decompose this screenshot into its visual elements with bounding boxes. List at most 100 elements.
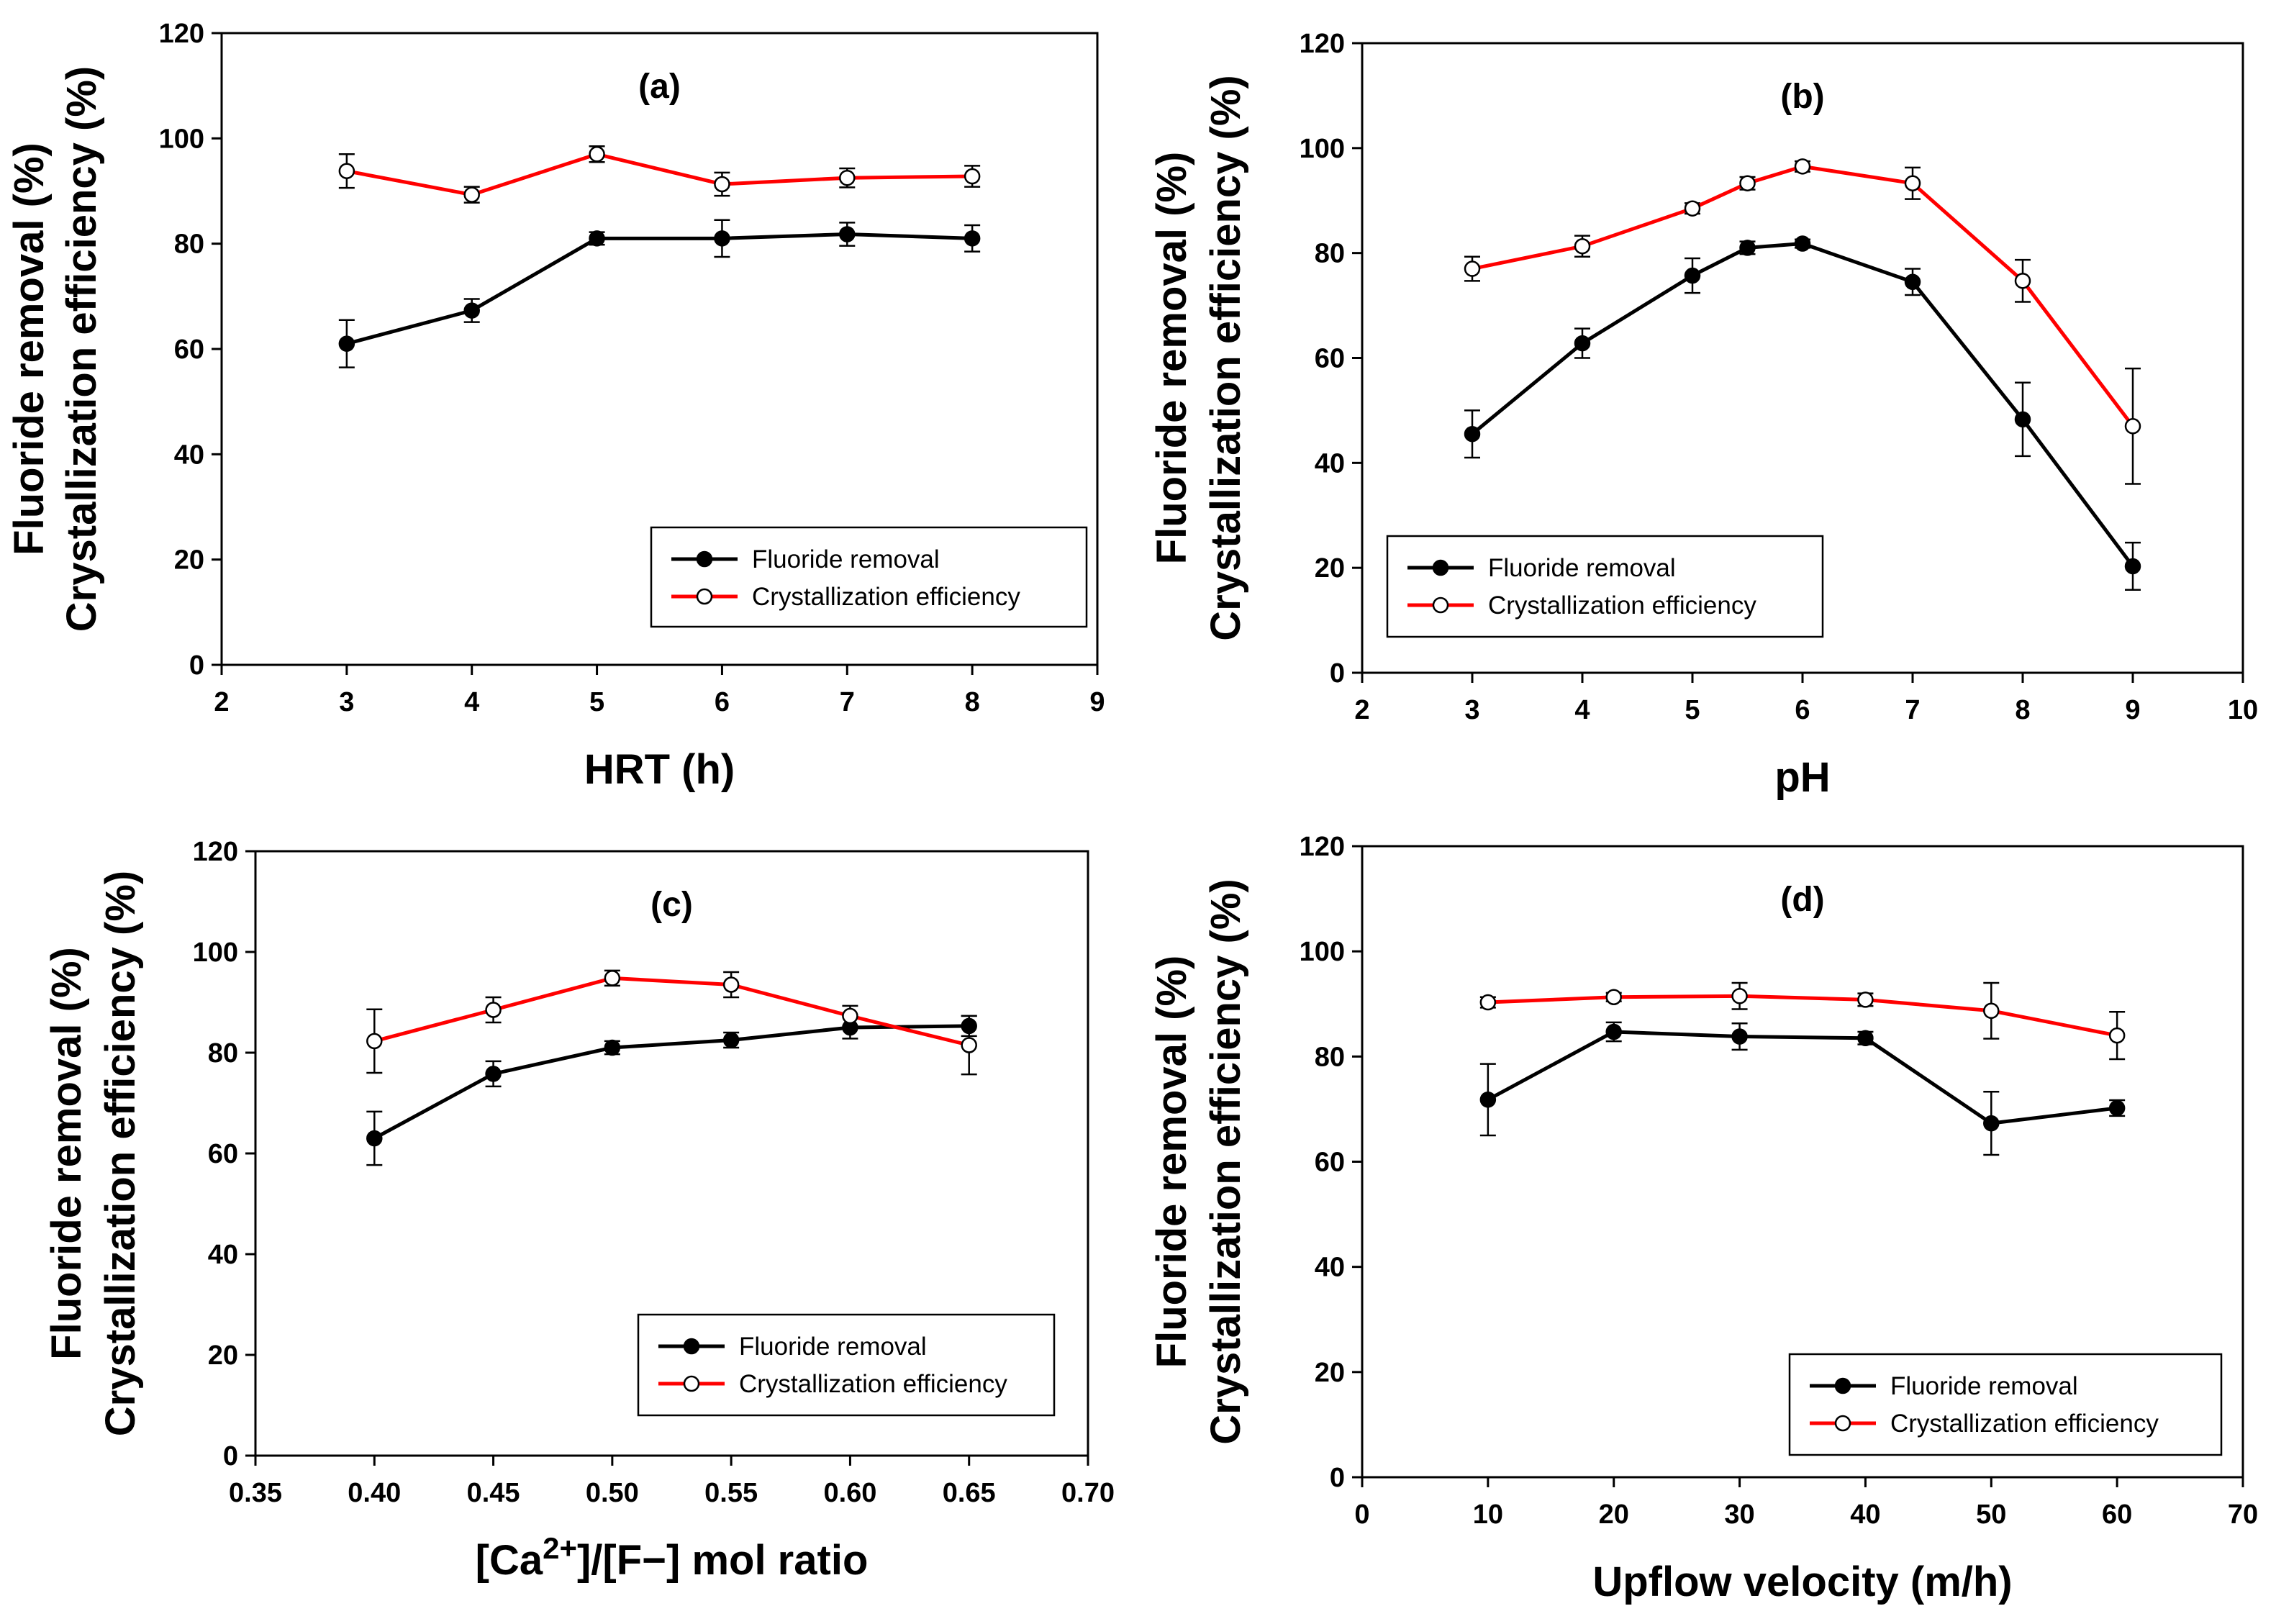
legend-marker-filled	[696, 550, 713, 568]
x-tick-label: 50	[1976, 1500, 2006, 1530]
data-point-open	[338, 163, 355, 179]
data-point-open	[1574, 237, 1591, 255]
data-point-open	[1983, 1002, 2000, 1020]
data-point-open	[1605, 989, 1622, 1005]
y-tick-label: 40	[1315, 448, 1345, 478]
series-crystallization-efficiency	[338, 145, 981, 204]
y-tick-label: 40	[1315, 1253, 1345, 1283]
x-tick-label: 8	[2015, 695, 2030, 725]
data-point-filled	[1464, 425, 1481, 443]
data-point-filled	[1684, 267, 1701, 284]
x-axis-title-part: [Ca	[476, 1537, 543, 1584]
series-crystallization-efficiency	[366, 969, 977, 1076]
y-axis-title-line1: Fluoride removal (%)	[1148, 956, 1195, 1369]
y-tick-label: 20	[1315, 553, 1345, 584]
x-tick-label: 20	[1599, 1500, 1629, 1530]
y-tick-label: 60	[208, 1139, 238, 1169]
series-fluoride-removal	[1464, 235, 2141, 591]
series-crystallization-efficiency	[1464, 158, 2141, 485]
y-axis-title-line1: Fluoride removal (%)	[1148, 152, 1195, 565]
legend-marker-filled	[683, 1338, 700, 1355]
data-point-filled	[722, 1032, 740, 1048]
data-point-filled	[604, 1039, 621, 1056]
legend-box	[650, 526, 1088, 628]
data-point-filled	[1794, 235, 1811, 252]
y-tick-label: 0	[189, 650, 204, 681]
y-tick-label: 100	[159, 124, 204, 154]
y-tick-label: 100	[1300, 937, 1345, 967]
legend-label: Fluoride removal	[739, 1333, 927, 1361]
y-tick-label: 60	[1315, 344, 1345, 374]
data-point-filled	[1479, 1092, 1497, 1108]
x-tick-label: 0.65	[943, 1478, 996, 1508]
x-tick-label: 2	[214, 687, 229, 717]
panel-c: 0.35 0.40 0.45 0.50 0.55 0.60 0.65 0.70 0 20 40 60 8…	[43, 837, 1115, 1584]
y-axis-title-line1: Fluoride removal (%)	[43, 947, 90, 1360]
data-point-filled	[1983, 1115, 2000, 1132]
x-tick-label: 0.35	[229, 1478, 282, 1508]
data-point-open	[964, 168, 981, 185]
data-point-filled	[1605, 1023, 1622, 1040]
data-point-open	[366, 1033, 383, 1050]
data-point-open	[589, 146, 605, 163]
x-tick-label: 0	[1354, 1500, 1369, 1530]
series-line	[346, 152, 973, 197]
data-point-filled	[714, 230, 730, 247]
data-point-open	[961, 1037, 977, 1053]
x-tick-label: 0.70	[1061, 1478, 1115, 1508]
data-point-filled	[2108, 1099, 2126, 1117]
panel-label: (b)	[1780, 78, 1824, 116]
data-point-open	[1684, 200, 1701, 217]
series-crystallization-efficiency	[1479, 981, 2126, 1061]
x-tick-label: 5	[1685, 695, 1700, 725]
series-fluoride-removal	[1479, 1021, 2126, 1156]
x-tick-label: 7	[840, 687, 855, 717]
x-tick-label: 0.50	[586, 1478, 639, 1508]
data-point-open	[604, 970, 621, 986]
y-tick-label: 120	[1300, 29, 1345, 59]
panel-label: (d)	[1780, 881, 1824, 919]
legend-label: Fluoride removal	[752, 545, 940, 573]
data-point-open	[714, 176, 730, 193]
y-tick-label: 80	[1315, 239, 1345, 269]
data-point-filled	[1857, 1030, 1874, 1047]
x-tick-label: 7	[1905, 695, 1920, 725]
legend-marker-open	[696, 588, 713, 605]
x-tick-label: 0.60	[823, 1478, 876, 1508]
y-tick-label: 60	[174, 335, 204, 365]
y-tick-label: 80	[174, 230, 204, 260]
series-fluoride-removal	[338, 219, 981, 368]
data-point-open	[1739, 175, 1756, 191]
panel-label: (a)	[638, 68, 681, 106]
y-tick-label: 20	[174, 545, 204, 576]
data-point-open	[1464, 260, 1481, 277]
data-point-filled	[964, 230, 981, 247]
y-tick-label: 120	[1300, 832, 1345, 862]
series-fluoride-removal	[366, 1015, 977, 1166]
data-point-filled	[463, 302, 480, 319]
x-tick-label: 0.40	[348, 1478, 401, 1508]
y-axis-title-line2: Crystallization efficiency (%)	[58, 66, 105, 632]
x-tick-label: 8	[965, 687, 980, 717]
x-tick-label: 3	[1464, 695, 1479, 725]
data-point-filled	[839, 226, 856, 242]
x-tick-label: 10	[2228, 695, 2258, 725]
legend-marker-filled	[1432, 559, 1449, 576]
y-tick-label: 100	[1300, 134, 1345, 164]
y-tick-label: 80	[208, 1038, 238, 1069]
legend: Fluoride removal Crystallization efficien…	[1788, 1353, 2223, 1456]
legend: Fluoride removal Crystallization efficien…	[1386, 535, 1824, 638]
data-point-open	[463, 186, 480, 203]
legend: Fluoride removal Crystallization efficien…	[650, 526, 1088, 628]
data-point-filled	[1739, 240, 1756, 256]
x-tick-label: 4	[464, 687, 479, 717]
data-point-open	[1731, 988, 1748, 1004]
data-point-filled	[2014, 411, 2031, 428]
x-axis-title: HRT (h)	[584, 746, 735, 793]
series-line	[346, 232, 973, 346]
y-tick-label: 20	[1315, 1358, 1345, 1388]
legend-box	[1788, 1353, 2223, 1456]
data-point-open	[2108, 1027, 2126, 1044]
y-axis-title-line1: Fluoride removal (%)	[6, 142, 53, 555]
data-point-open	[1794, 158, 1811, 175]
